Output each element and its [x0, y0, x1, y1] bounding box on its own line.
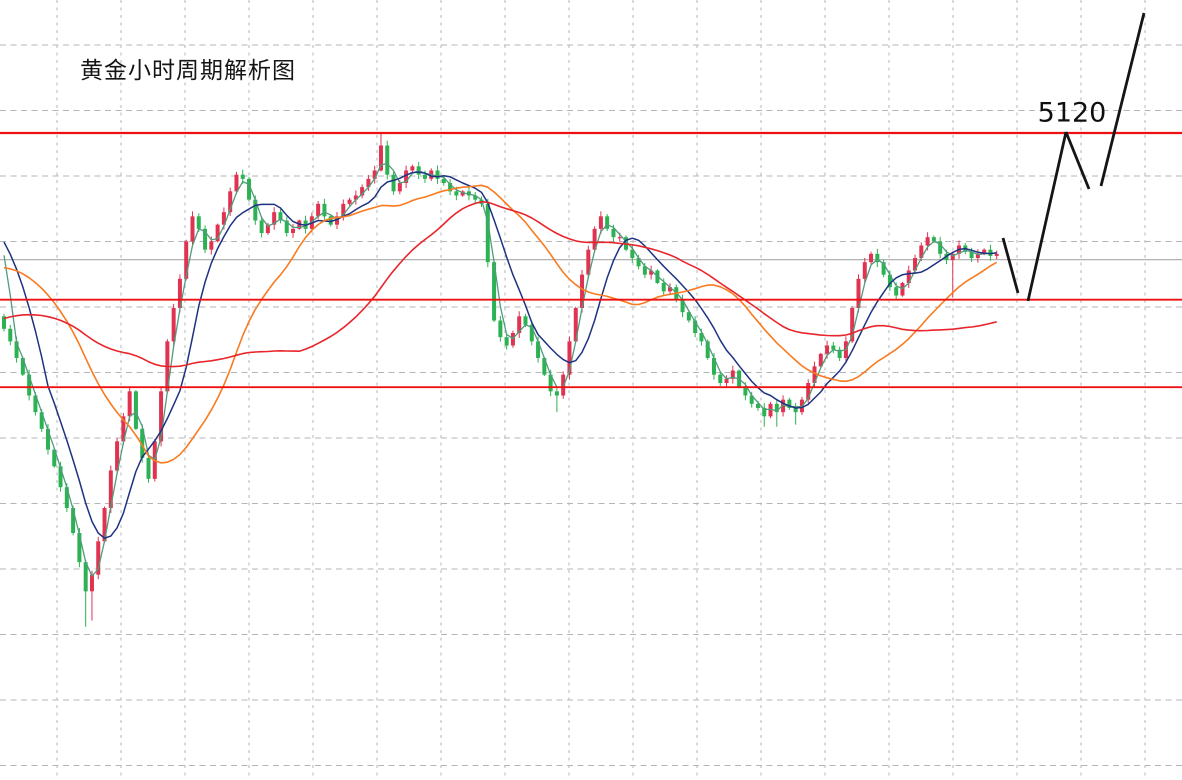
- chart-title: 黄金小时周期解析图: [80, 58, 296, 84]
- price-target-label: 5120: [1037, 97, 1107, 129]
